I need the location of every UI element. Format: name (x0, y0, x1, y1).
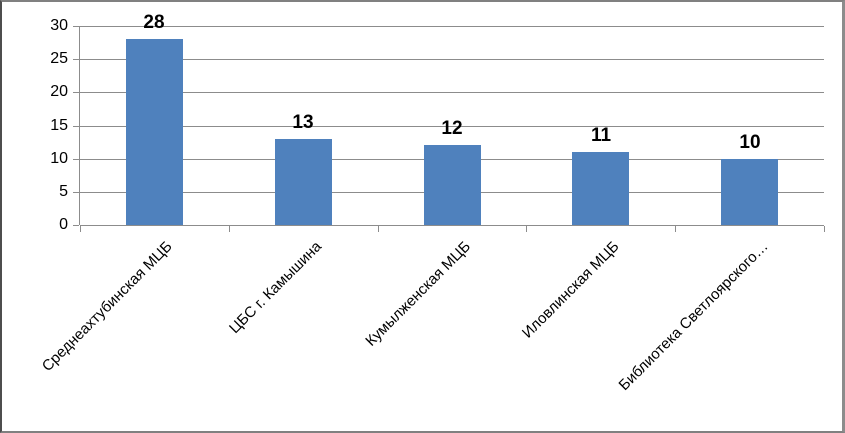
y-axis-tick (73, 92, 79, 94)
bar-value-label: 28 (143, 12, 165, 33)
y-axis-tick-label: 10 (50, 149, 68, 167)
x-axis-tick (526, 226, 527, 232)
gridline (80, 26, 824, 27)
x-axis-tick (229, 226, 230, 232)
y-axis-line (79, 26, 80, 225)
plot-area (80, 26, 824, 225)
y-axis-tick-label: 25 (50, 50, 68, 68)
x-axis-tick (80, 226, 81, 232)
y-axis-tick-label: 20 (50, 83, 68, 101)
y-axis-tick-label: 30 (50, 17, 68, 34)
x-axis-tick (378, 226, 379, 232)
bar-value-label: 10 (739, 132, 761, 153)
y-axis-tick (73, 125, 79, 127)
bar (275, 139, 332, 225)
x-axis-category-label: Кумылженская МЦБ (362, 238, 475, 350)
x-axis-category-label: ЦБС г. Камышина (226, 238, 326, 337)
y-axis-tick-label: 5 (59, 182, 68, 200)
x-axis-line (80, 225, 824, 226)
x-axis-category-label: Иловлинская МЦБ (519, 238, 624, 342)
bar (424, 145, 481, 225)
y-axis-tick (73, 225, 79, 226)
gridline (80, 59, 824, 61)
bar-value-label: 12 (441, 118, 463, 139)
bar (572, 152, 629, 225)
x-axis-tick (675, 226, 676, 232)
x-axis-category-label: Среднеахтубинская МЦБ (39, 238, 177, 375)
y-axis-tick (73, 158, 79, 160)
bar-value-label: 13 (292, 112, 314, 133)
bar (126, 39, 183, 225)
bar (721, 159, 778, 225)
bar-value-label: 11 (590, 125, 612, 146)
gridline (80, 92, 824, 94)
y-axis-tick (73, 191, 79, 193)
y-axis-tick (73, 26, 79, 27)
y-axis-tick-label: 15 (50, 116, 68, 134)
x-axis-tick (824, 226, 825, 232)
x-axis-category-label: Библиотека Светлоярского… (616, 238, 773, 394)
gridline (80, 125, 824, 127)
y-axis-tick (73, 59, 79, 61)
y-axis-tick-label: 0 (59, 216, 68, 233)
